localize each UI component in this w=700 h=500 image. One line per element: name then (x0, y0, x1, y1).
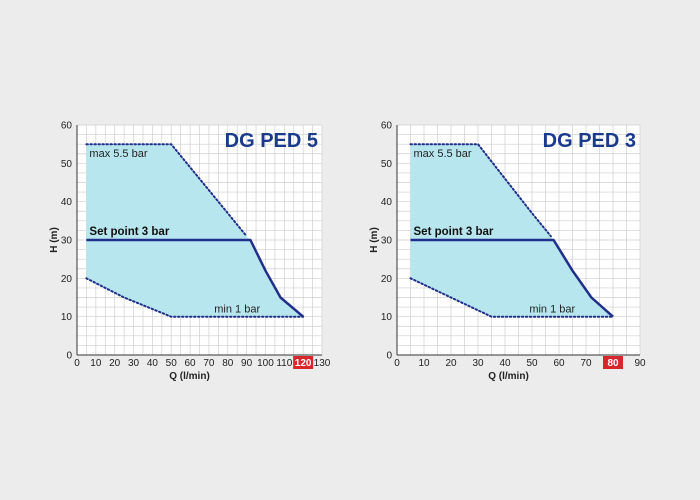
x-tick-label: 0 (74, 358, 80, 369)
x-tick-label: 10 (90, 358, 102, 369)
x-tick-label: 60 (553, 358, 565, 369)
operating-region (410, 144, 613, 317)
x-tick-label: 30 (472, 358, 484, 369)
y-tick-label: 40 (61, 197, 73, 208)
x-tick-label: 10 (418, 358, 430, 369)
set-point-line (410, 238, 614, 318)
y-tick-label: 10 (381, 312, 393, 323)
y-tick-label: 60 (61, 121, 73, 132)
x-tick-label: 20 (109, 358, 121, 369)
y-tick-label: 60 (381, 121, 393, 132)
x-axis-label: Q (l/min) (488, 371, 529, 382)
y-tick-label: 20 (61, 274, 73, 285)
x-tick-label: 70 (203, 358, 215, 369)
min-curve-line (409, 277, 614, 318)
y-tick-label: 0 (386, 351, 392, 362)
y-tick-label: 30 (381, 236, 393, 247)
x-tick-label: 30 (128, 358, 140, 369)
y-tick-label: 10 (61, 312, 73, 323)
x-tick-label: 50 (526, 358, 538, 369)
max-curve-line (409, 143, 552, 238)
x-tick-label: 40 (499, 358, 511, 369)
y-tick-label: 50 (61, 159, 73, 170)
x-tick-label: 130 (314, 358, 331, 369)
highlighted-tick-badge (603, 356, 623, 369)
x-tick-label: 40 (147, 358, 159, 369)
x-tick-label: 80 (222, 358, 234, 369)
set-point-label: Set point 3 bar (89, 226, 169, 238)
chart-title: DG PED 3 (543, 130, 636, 152)
chart-dg-ped-5: 0 10 20 30 40 50 60 0 10 20 30 40 50 60 70 80 90 100 110 12… (49, 121, 331, 383)
x-axis-label: Q (l/min) (169, 371, 210, 382)
chart-dg-ped-3: 0 10 20 30 40 50 60 0 10 20 30 40 50 60 70 80 90 Q (l/min… (369, 121, 646, 383)
x-tick-label-highlighted: 80 (607, 358, 619, 369)
y-axis-label: H (m) (49, 227, 60, 253)
x-tick-label: 90 (634, 358, 646, 369)
x-tick-label: 100 (257, 358, 274, 369)
y-tick-label: 50 (381, 159, 393, 170)
y-tick-label: 30 (61, 236, 73, 247)
set-point-label: Set point 3 bar (414, 226, 494, 238)
x-tick-label: 0 (394, 358, 400, 369)
min-curve-label: min 1 bar (529, 304, 575, 316)
max-curve-label: max 5.5 bar (89, 148, 147, 160)
y-axis-label: H (m) (369, 227, 380, 253)
min-curve-label: min 1 bar (214, 304, 260, 316)
x-tick-label: 90 (241, 358, 253, 369)
min-curve-line (85, 277, 305, 318)
y-tick-label: 0 (66, 351, 72, 362)
x-tick-label: 60 (185, 358, 197, 369)
highlighted-tick-badge (293, 356, 314, 369)
max-curve-label: max 5.5 bar (414, 148, 472, 160)
x-tick-label: 20 (445, 358, 457, 369)
x-tick-label: 110 (276, 358, 292, 369)
chart-title: DG PED 5 (225, 130, 318, 152)
y-tick-label: 20 (381, 274, 393, 285)
x-tick-label: 70 (580, 358, 592, 369)
y-tick-label: 40 (381, 197, 393, 208)
operating-region (86, 144, 304, 317)
x-tick-label: 50 (166, 358, 178, 369)
set-point-line (86, 238, 305, 318)
max-curve-line (85, 143, 248, 238)
x-tick-label-highlighted: 120 (295, 358, 312, 369)
